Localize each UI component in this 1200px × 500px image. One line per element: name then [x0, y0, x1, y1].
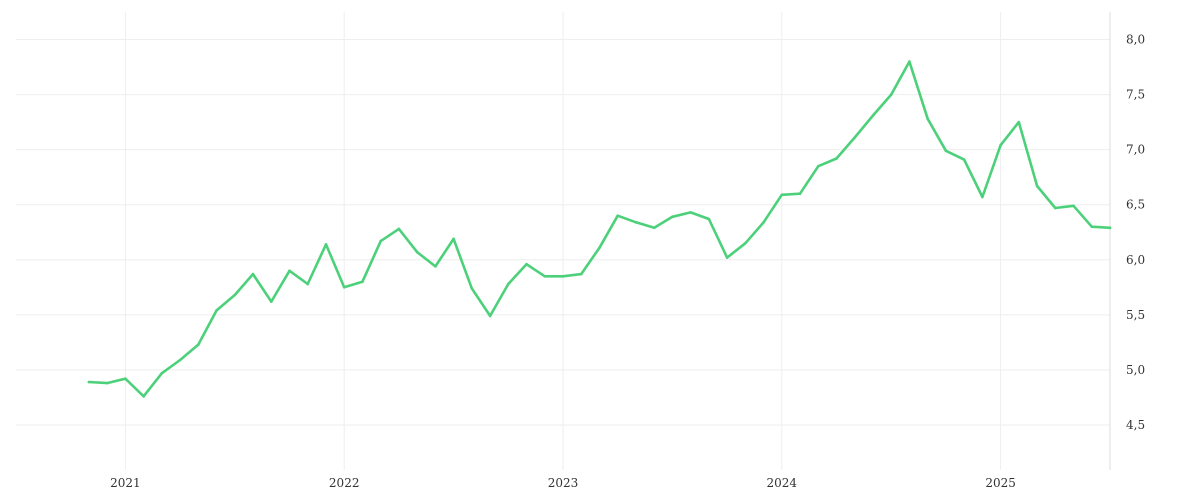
data-point — [488, 314, 492, 318]
data-point — [361, 280, 364, 284]
data-point — [926, 117, 929, 121]
y-tick-label: 4,5 — [1126, 418, 1145, 432]
data-point — [707, 217, 711, 221]
data-point — [251, 272, 255, 276]
data-point — [579, 272, 583, 276]
data-point — [671, 215, 674, 219]
data-point — [397, 227, 401, 231]
data-point — [944, 149, 948, 153]
data-point — [306, 282, 310, 286]
y-tick-label: 6,5 — [1126, 198, 1145, 212]
data-point — [470, 287, 474, 290]
data-point — [1017, 120, 1021, 124]
data-point — [215, 309, 218, 312]
series-points — [87, 60, 1112, 398]
data-point — [762, 221, 765, 224]
data-point — [1035, 184, 1039, 188]
x-tick-label: 2025 — [985, 476, 1016, 490]
data-point — [1090, 225, 1094, 229]
data-point — [105, 381, 109, 385]
y-tick-label: 6,0 — [1126, 253, 1145, 267]
data-point — [525, 262, 528, 266]
data-point — [908, 60, 911, 63]
data-point — [142, 395, 145, 398]
data-point — [288, 269, 291, 273]
data-point — [816, 164, 820, 168]
data-point — [342, 286, 346, 289]
data-point — [434, 265, 437, 268]
data-point — [561, 274, 565, 278]
data-point — [160, 371, 164, 375]
data-point — [269, 300, 273, 303]
data-point — [452, 237, 455, 241]
x-axis-tick-labels: 2021 2022 2023 2024 2025 — [110, 476, 1016, 490]
data-point — [835, 157, 838, 160]
data-point — [616, 214, 619, 218]
data-point — [981, 195, 984, 199]
data-point — [889, 93, 893, 96]
y-tick-label: 5,0 — [1126, 363, 1145, 377]
y-tick-label: 7,5 — [1126, 88, 1145, 102]
data-point — [233, 293, 237, 297]
data-point — [543, 274, 547, 278]
data-point — [962, 158, 966, 161]
data-point — [689, 211, 692, 214]
y-tick-label: 7,0 — [1126, 143, 1145, 157]
y-axis-tick-labels: 4,5 5,0 5,5 6,0 6,5 7,0 7,5 8,0 — [1126, 33, 1145, 432]
data-point — [124, 377, 127, 381]
data-point — [999, 143, 1002, 147]
data-point — [507, 282, 510, 286]
data-point — [197, 343, 200, 346]
x-gridlines — [124, 12, 1002, 470]
data-point — [725, 256, 729, 259]
y-tick-label: 5,5 — [1126, 308, 1145, 322]
x-tick-label: 2021 — [110, 476, 141, 490]
x-tick-label: 2024 — [767, 476, 798, 490]
data-point — [598, 246, 601, 249]
data-point — [634, 221, 638, 224]
y-tick-label: 8,0 — [1126, 33, 1145, 47]
data-point — [1072, 204, 1075, 208]
data-point — [178, 358, 182, 362]
data-point — [379, 239, 382, 243]
data-point — [1108, 226, 1112, 230]
data-point — [780, 193, 784, 197]
data-point — [324, 243, 328, 246]
data-point — [744, 241, 747, 245]
data-point — [1054, 206, 1057, 210]
data-point — [652, 226, 656, 230]
data-point — [415, 250, 419, 254]
data-point — [798, 192, 802, 196]
data-point — [87, 380, 91, 384]
series-line — [87, 60, 1112, 398]
x-tick-label: 2023 — [548, 476, 579, 490]
data-point — [871, 114, 875, 117]
x-tick-label: 2022 — [329, 476, 360, 490]
data-point — [853, 136, 857, 139]
